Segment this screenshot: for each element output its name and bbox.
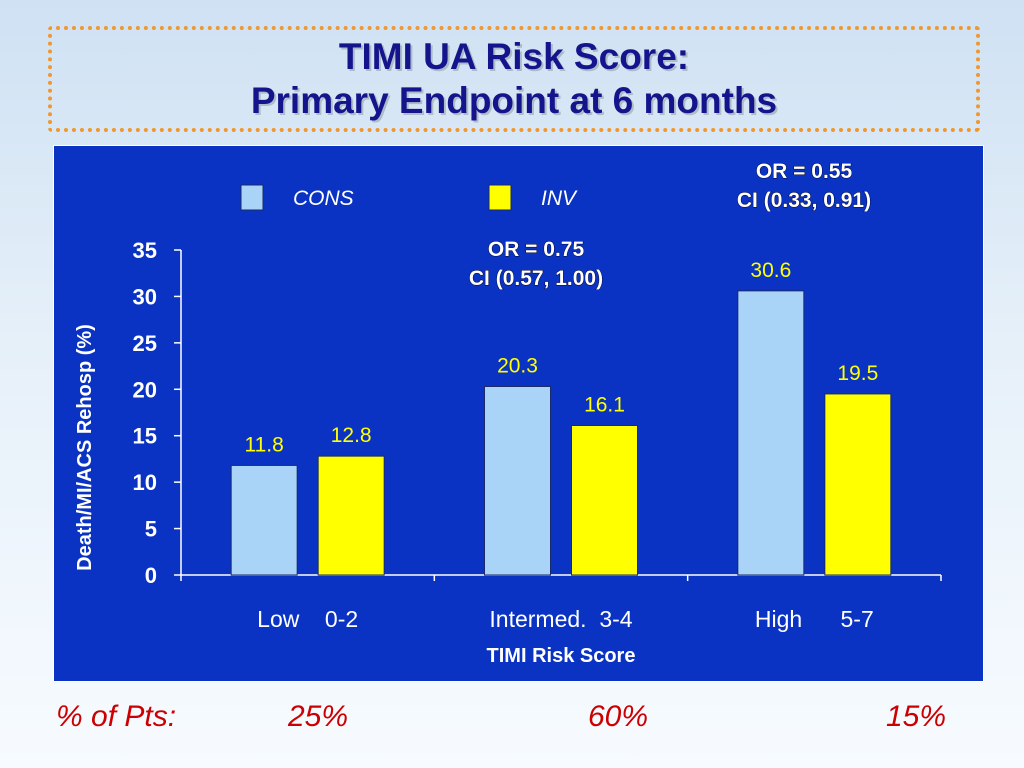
legend-swatch-inv <box>488 184 512 211</box>
pts-label: % of Pts: <box>56 700 177 733</box>
slide-title-line-2: Primary Endpoint at 6 months <box>250 80 778 121</box>
bar-value-label: 12.8 <box>331 424 372 447</box>
y-tick-label: 20 <box>133 377 157 402</box>
legend-label-inv: INV <box>541 187 578 210</box>
bar-value-label: 16.1 <box>584 394 625 417</box>
pts-value-high: 15% <box>886 700 947 733</box>
legend-label-cons: CONS <box>293 187 354 210</box>
legend-swatch-cons <box>240 184 264 211</box>
chart-panel: 0 5 10 15 20 25 30 35 11.8 12.8 Low 0-2 20.3 16.1 Int… <box>53 145 984 682</box>
y-tick-label: 35 <box>133 238 157 263</box>
bar-inv <box>824 393 892 576</box>
title-box: TIMI UA Risk Score: Primary Endpoint at … <box>48 26 980 132</box>
bar-chart: 0 5 10 15 20 25 30 35 11.8 12.8 Low 0-2 20.3 16.1 Int… <box>74 160 942 667</box>
x-category-label: High 5-7 <box>755 606 874 632</box>
bar-value-label: 30.6 <box>750 259 791 282</box>
bar-cons <box>230 464 298 576</box>
x-axis-title: TIMI Risk Score <box>487 645 636 667</box>
y-axis-title: Death/MI/ACS Rehosp (%) <box>74 324 96 571</box>
bar-inv <box>571 425 638 576</box>
percent-of-patients-row: % of Pts: 25% 60% 15% <box>0 700 1024 740</box>
pts-value-intermediate: 60% <box>588 700 649 733</box>
bar-value-label: 20.3 <box>497 355 538 378</box>
y-tick-label: 5 <box>145 517 157 542</box>
y-tick-label: 0 <box>145 563 157 588</box>
bar-value-label: 19.5 <box>837 362 878 385</box>
bar-inv <box>317 455 385 576</box>
bar-cons <box>737 290 805 576</box>
x-category-label: Low 0-2 <box>257 606 358 632</box>
x-category-label: Intermed. 3-4 <box>489 606 632 632</box>
slide-title-line-1: TIMI UA Risk Score: <box>338 36 690 77</box>
bar-cons <box>484 386 551 576</box>
odds-ratio-label: OR = 0.55 <box>756 160 853 183</box>
confidence-interval-label: CI (0.33, 0.91) <box>737 189 871 212</box>
confidence-interval-label: CI (0.57, 1.00) <box>469 267 603 290</box>
pts-value-low: 25% <box>288 700 349 733</box>
odds-ratio-label: OR = 0.75 <box>488 238 585 261</box>
bar-value-label: 11.8 <box>245 433 284 456</box>
y-tick-label: 10 <box>133 470 157 495</box>
y-tick-label: 25 <box>133 331 157 356</box>
y-tick-label: 30 <box>133 284 157 309</box>
y-tick-label: 15 <box>133 424 157 449</box>
